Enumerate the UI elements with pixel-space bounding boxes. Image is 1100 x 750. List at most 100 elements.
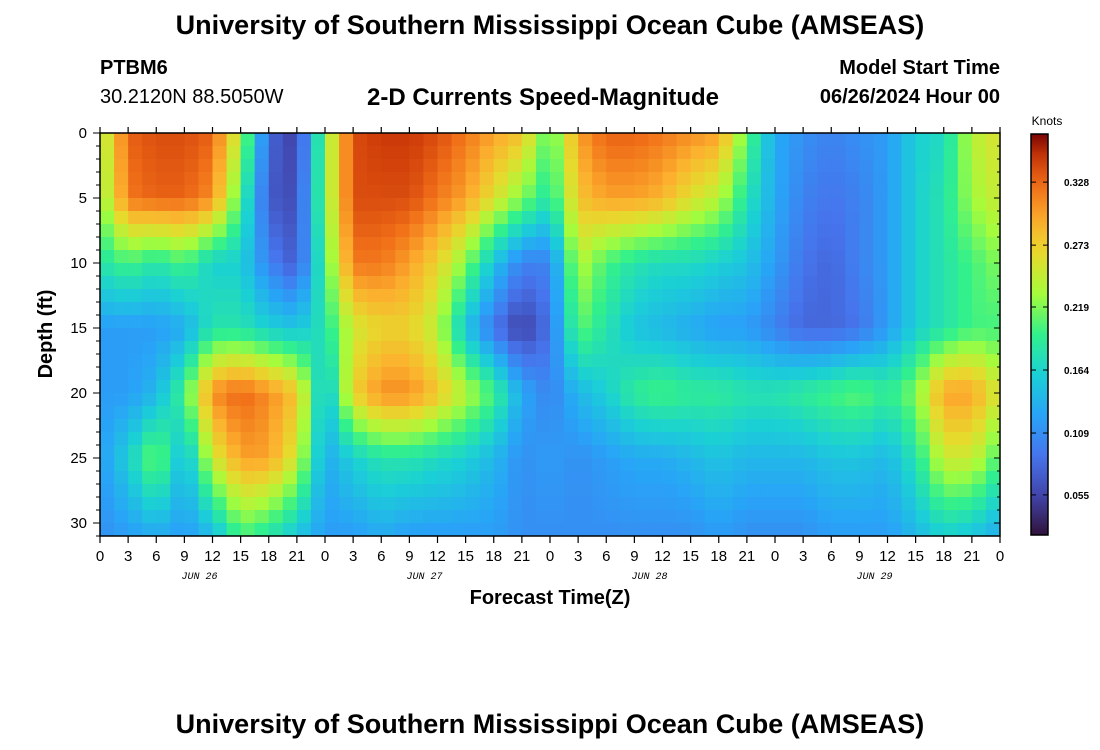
heatmap-cell: [676, 276, 692, 290]
heatmap-cell: [198, 341, 214, 355]
heatmap-cell: [620, 432, 635, 446]
heatmap-cell: [550, 432, 565, 446]
heatmap-cell: [493, 458, 509, 472]
heatmap-cell: [929, 302, 945, 316]
heatmap-cell: [353, 224, 368, 238]
heatmap-cell: [901, 146, 917, 160]
heatmap-cell: [325, 354, 340, 368]
heatmap-cell: [718, 263, 734, 277]
heatmap-cell: [100, 380, 115, 394]
heatmap-cell: [606, 354, 621, 368]
heatmap-cell: [395, 133, 410, 147]
heatmap-cell: [957, 406, 973, 420]
heatmap-cell: [704, 367, 720, 381]
heatmap-cell: [732, 354, 748, 368]
heatmap-cell: [803, 341, 818, 355]
heatmap-cell: [550, 341, 565, 355]
heatmap-cell: [690, 276, 706, 290]
heatmap-cell: [170, 471, 185, 485]
heatmap-cell: [985, 497, 1000, 511]
heatmap-cell: [282, 237, 298, 251]
heatmap-cell: [760, 289, 776, 303]
heatmap-cell: [915, 159, 931, 173]
heatmap-cell: [409, 159, 425, 173]
heatmap-cell: [859, 445, 875, 459]
heatmap-cell: [943, 367, 959, 381]
heatmap-cell: [718, 211, 734, 225]
heatmap-cell: [550, 302, 565, 316]
heatmap-cell: [746, 237, 762, 251]
heatmap-cell: [310, 432, 326, 446]
heatmap-cell: [212, 250, 228, 264]
heatmap-cell: [789, 432, 804, 446]
heatmap-cell: [760, 237, 776, 251]
heatmap-cell: [578, 380, 593, 394]
heatmap-cell: [789, 458, 804, 472]
heatmap-cell: [423, 510, 439, 524]
heatmap-cell: [578, 172, 593, 186]
heatmap-cell: [198, 185, 214, 199]
heatmap-cell: [100, 341, 115, 355]
heatmap-cell: [156, 419, 171, 433]
heatmap-cell: [704, 445, 720, 459]
heatmap-cell: [704, 289, 720, 303]
heatmap-cell: [592, 263, 607, 277]
heatmap-cell: [592, 445, 607, 459]
heatmap-cell: [395, 250, 410, 264]
heatmap-cell: [268, 367, 284, 381]
heatmap-cell: [184, 328, 200, 342]
heatmap-cell: [803, 237, 818, 251]
heatmap-cell: [634, 237, 650, 251]
heatmap-cell: [620, 445, 635, 459]
heatmap-cell: [831, 315, 846, 329]
heatmap-cell: [732, 510, 748, 524]
heatmap-cell: [648, 224, 664, 238]
heatmap-cell: [817, 185, 832, 199]
heatmap-cell: [479, 406, 495, 420]
heatmap-cell: [156, 237, 171, 251]
heatmap-cell: [156, 276, 171, 290]
heatmap-cell: [507, 198, 523, 212]
heatmap-cell: [634, 133, 650, 147]
heatmap-cell: [550, 510, 565, 524]
heatmap-cell: [128, 432, 143, 446]
heatmap-cell: [550, 406, 565, 420]
heatmap-cell: [367, 419, 382, 433]
heatmap-cell: [353, 406, 368, 420]
heatmap-cell: [845, 250, 860, 264]
heatmap-cell: [775, 159, 790, 173]
heatmap-cell: [367, 250, 382, 264]
heatmap-cell: [606, 380, 621, 394]
heatmap-cell: [451, 393, 467, 407]
heatmap-cell: [170, 172, 185, 186]
heatmap-cell: [198, 263, 214, 277]
heatmap-cell: [339, 510, 354, 524]
heatmap-cell: [142, 523, 157, 536]
heatmap-cell: [690, 445, 706, 459]
heatmap-cell: [296, 211, 312, 225]
heatmap-cell: [704, 315, 720, 329]
heatmap-cell: [943, 419, 959, 433]
heatmap-cell: [325, 159, 340, 173]
heatmap-cell: [718, 419, 734, 433]
heatmap-cell: [254, 445, 270, 459]
heatmap-cell: [381, 510, 396, 524]
heatmap-cell: [929, 159, 945, 173]
heatmap-cell: [887, 224, 903, 238]
heatmap-cell: [873, 146, 889, 160]
heatmap-cell: [114, 445, 129, 459]
heatmap-cell: [339, 328, 354, 342]
heatmap-cell: [240, 302, 256, 316]
heatmap-cell: [704, 133, 720, 147]
x-tick-label: 0: [321, 548, 329, 565]
heatmap-cell: [831, 380, 846, 394]
heatmap-cell: [817, 523, 832, 536]
heatmap-cell: [353, 510, 368, 524]
heatmap-cell: [859, 458, 875, 472]
heatmap-cell: [493, 250, 509, 264]
heatmap-cell: [212, 211, 228, 225]
heatmap-cell: [803, 458, 818, 472]
heatmap-cell: [296, 172, 312, 186]
heatmap-cell: [437, 302, 453, 316]
